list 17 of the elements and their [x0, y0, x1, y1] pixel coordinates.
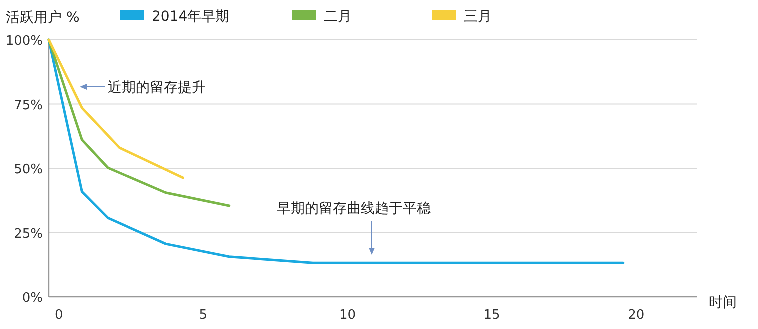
y-tick-label: 50% [14, 162, 43, 178]
x-tick-label: 0 [54, 308, 64, 323]
y-tick-label: 75% [14, 98, 43, 114]
y-tick-label: 25% [14, 226, 43, 242]
x-tick-label: 5 [199, 308, 208, 323]
annotation: 近期的留存提升 [108, 80, 206, 96]
x-tick-label: 20 [628, 308, 645, 323]
legend-label: 二月 [324, 9, 352, 25]
x-tick-label: 10 [339, 308, 356, 323]
y-tick-label: 100% [6, 34, 43, 49]
y-axis-title: 活跃用户 % [6, 10, 80, 26]
legend-label: 三月 [464, 9, 492, 25]
y-tick-label: 0% [22, 291, 43, 306]
annotation: 早期的留存曲线趋于平稳 [277, 201, 431, 217]
x-tick-label: 15 [484, 308, 500, 323]
x-axis-title: 时间 [709, 295, 737, 311]
legend-label: 2014年早期 [152, 9, 230, 25]
